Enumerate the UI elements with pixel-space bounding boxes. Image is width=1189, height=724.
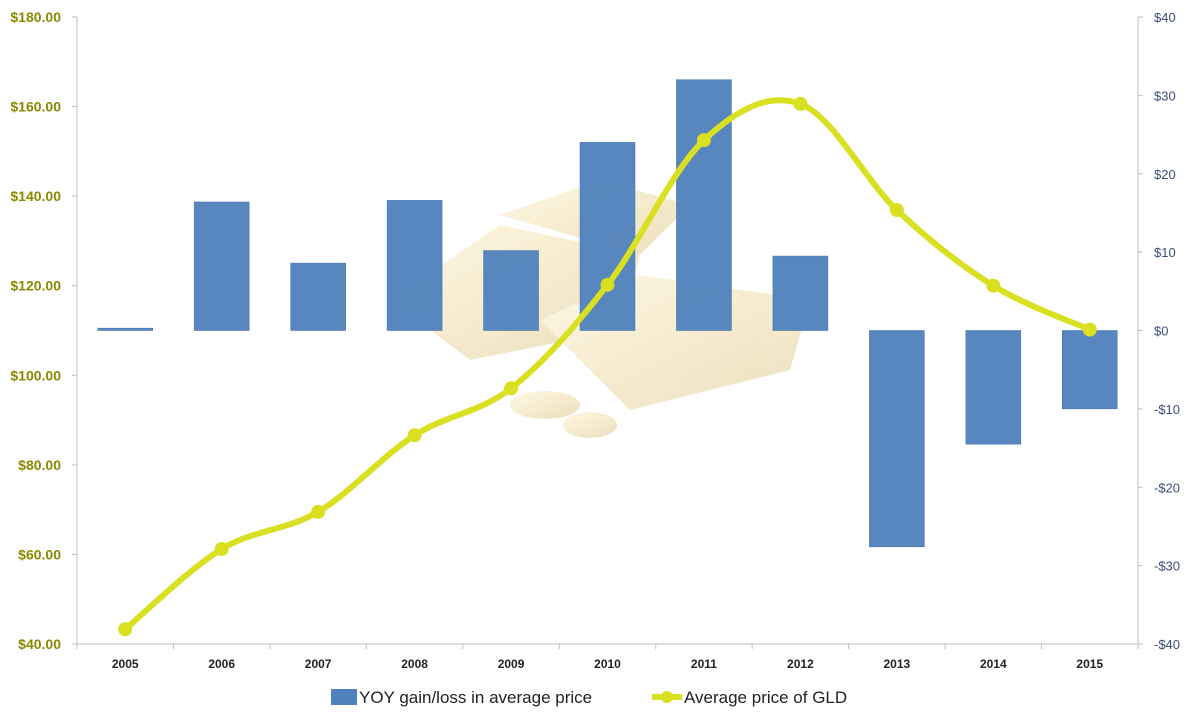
x-axis-tick-label: 2006 [208,657,235,671]
left-axis-tick-label: $60.00 [18,546,61,562]
right-axis-tick-label: $10 [1154,245,1176,260]
x-axis-tick-label: 2005 [112,657,139,671]
point-gld-2011 [696,133,711,148]
point-gld-2014 [986,278,1001,293]
x-axis-tick-label: 2007 [305,657,332,671]
bar-yoy-2013 [869,330,925,548]
gold-bars-watermark [390,180,810,438]
x-axis-tick-label: 2010 [594,657,621,671]
bar-yoy-2014 [965,330,1022,445]
point-gld-2008 [407,428,422,443]
point-gld-2012 [793,96,808,111]
x-axis-tick-label: 2008 [401,657,428,671]
right-axis-tick-label: -$10 [1154,402,1180,417]
bar-yoy-2012 [772,255,829,331]
left-axis-tick-label: $40.00 [18,636,61,652]
point-gld-2009 [504,381,519,396]
bar-yoy-2010 [579,142,636,331]
right-axis-tick-label: $20 [1154,167,1176,182]
point-gld-2007 [311,504,326,519]
left-axis-tick-label: $120.00 [10,278,61,294]
x-axis-tick-label: 2012 [787,657,814,671]
right-axis-tick-label: -$30 [1154,559,1180,574]
x-axis-tick-label: 2009 [498,657,525,671]
x-axis-tick-label: 2013 [884,657,911,671]
legend-label-gld: Average price of GLD [684,688,847,707]
bar-yoy-2015 [1062,330,1118,410]
bar-yoy-2006 [193,201,250,331]
left-axis-tick-label: $160.00 [10,99,61,115]
right-axis-tick-label: $40 [1154,10,1176,25]
point-gld-2015 [1082,322,1097,337]
x-axis-tick-label: 2011 [691,657,717,671]
point-gld-2005 [118,622,133,637]
left-axis-tick-label: $180.00 [10,9,61,25]
left-axis-tick-label: $140.00 [10,188,61,204]
bar-yoy-2011 [676,79,732,331]
x-axis-tick-label: 2015 [1076,657,1103,671]
point-gld-2010 [600,277,615,292]
right-axis-tick-label: $0 [1154,324,1168,339]
bar-yoy-2009 [483,250,539,331]
legend-swatch-yoy [331,689,357,705]
left-axis-tick-label: $80.00 [18,457,61,473]
right-axis-tick-label: -$40 [1154,637,1180,652]
bar-yoy-2007 [290,262,346,331]
right-axis-tick-label: $30 [1154,88,1176,103]
legend-swatch-gld-marker [661,691,673,703]
point-gld-2013 [889,203,904,218]
left-axis-tick-label: $100.00 [10,367,61,383]
x-axis-tick-label: 2014 [980,657,1007,671]
right-axis-tick-label: -$20 [1154,480,1180,495]
bar-yoy-2005 [97,327,153,331]
legend-label-yoy: YOY gain/loss in average price [359,688,592,707]
point-gld-2006 [214,542,229,557]
bar-yoy-2008 [386,200,443,331]
